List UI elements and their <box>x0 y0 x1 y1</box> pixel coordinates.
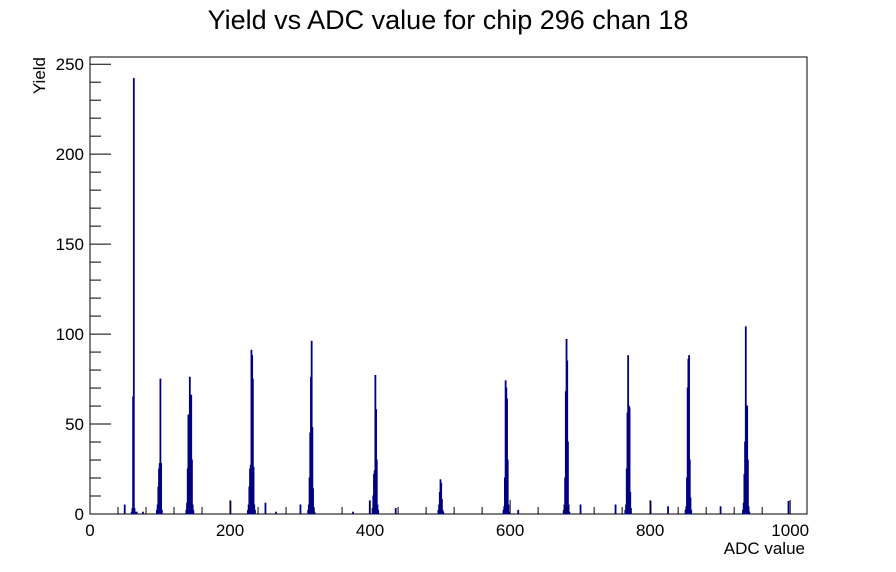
histogram-bar <box>567 441 569 515</box>
y-tick-label: 100 <box>56 325 84 344</box>
histogram-bar <box>614 504 617 515</box>
y-tick-label: 0 <box>75 505 84 524</box>
histogram-bar <box>142 511 144 515</box>
histogram-bar <box>135 511 138 515</box>
histogram-bar <box>787 500 790 515</box>
histogram-bar <box>394 508 397 515</box>
y-tick-label: 200 <box>56 145 84 164</box>
y-tick-label: 250 <box>56 55 84 74</box>
axes: 0 200 400 600 800 1000 0 50 100 150 200 250 <box>56 55 809 540</box>
histogram-bar <box>134 511 137 515</box>
histogram-bar <box>377 509 380 515</box>
histogram-bar <box>192 509 195 515</box>
histogram-bar <box>160 463 163 515</box>
y-tick-label: 50 <box>65 415 84 434</box>
histogram-bar <box>568 511 571 515</box>
histogram-bar <box>352 511 354 515</box>
histogram-bar <box>746 459 749 515</box>
histogram-bar <box>254 509 256 515</box>
x-tick-label: 800 <box>636 521 664 540</box>
histogram-bar <box>690 509 693 515</box>
histogram-bar <box>275 511 277 515</box>
y-tick-label: 150 <box>56 235 84 254</box>
histogram-bar <box>299 504 302 515</box>
x-tick-label: 1000 <box>771 521 809 540</box>
histogram-bar <box>123 504 126 515</box>
histogram-bar <box>442 511 445 515</box>
x-tick-label: 200 <box>216 521 244 540</box>
histogram-bar <box>748 511 751 515</box>
x-axis-label: ADC value <box>724 539 805 558</box>
histogram-bar <box>667 506 669 515</box>
histogram-bar <box>264 502 267 515</box>
x-tick-label: 0 <box>85 521 94 540</box>
histogram-bar <box>160 509 163 515</box>
x-tick-label: 600 <box>496 521 524 540</box>
histogram-bar <box>630 508 632 515</box>
x-tick-label: 400 <box>356 521 384 540</box>
histogram-bar <box>517 509 520 515</box>
histogram-bar <box>132 78 135 515</box>
histogram-bar <box>579 504 582 515</box>
plot-frame <box>89 56 808 515</box>
histogram-bars <box>123 78 790 515</box>
histogram-bar <box>508 511 511 515</box>
chart-title: Yield vs ADC value for chip 296 chan 18 <box>208 5 689 35</box>
histogram-bar <box>719 506 722 515</box>
y-axis-label: Yield <box>30 57 49 94</box>
